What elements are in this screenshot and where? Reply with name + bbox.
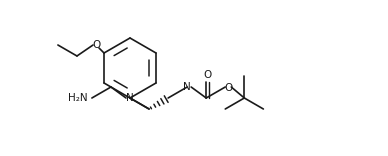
Text: N: N (183, 82, 191, 92)
Text: O: O (224, 83, 232, 93)
Text: N: N (126, 93, 134, 103)
Text: O: O (92, 40, 100, 50)
Text: O: O (203, 70, 211, 80)
Text: H₂N: H₂N (68, 93, 88, 103)
